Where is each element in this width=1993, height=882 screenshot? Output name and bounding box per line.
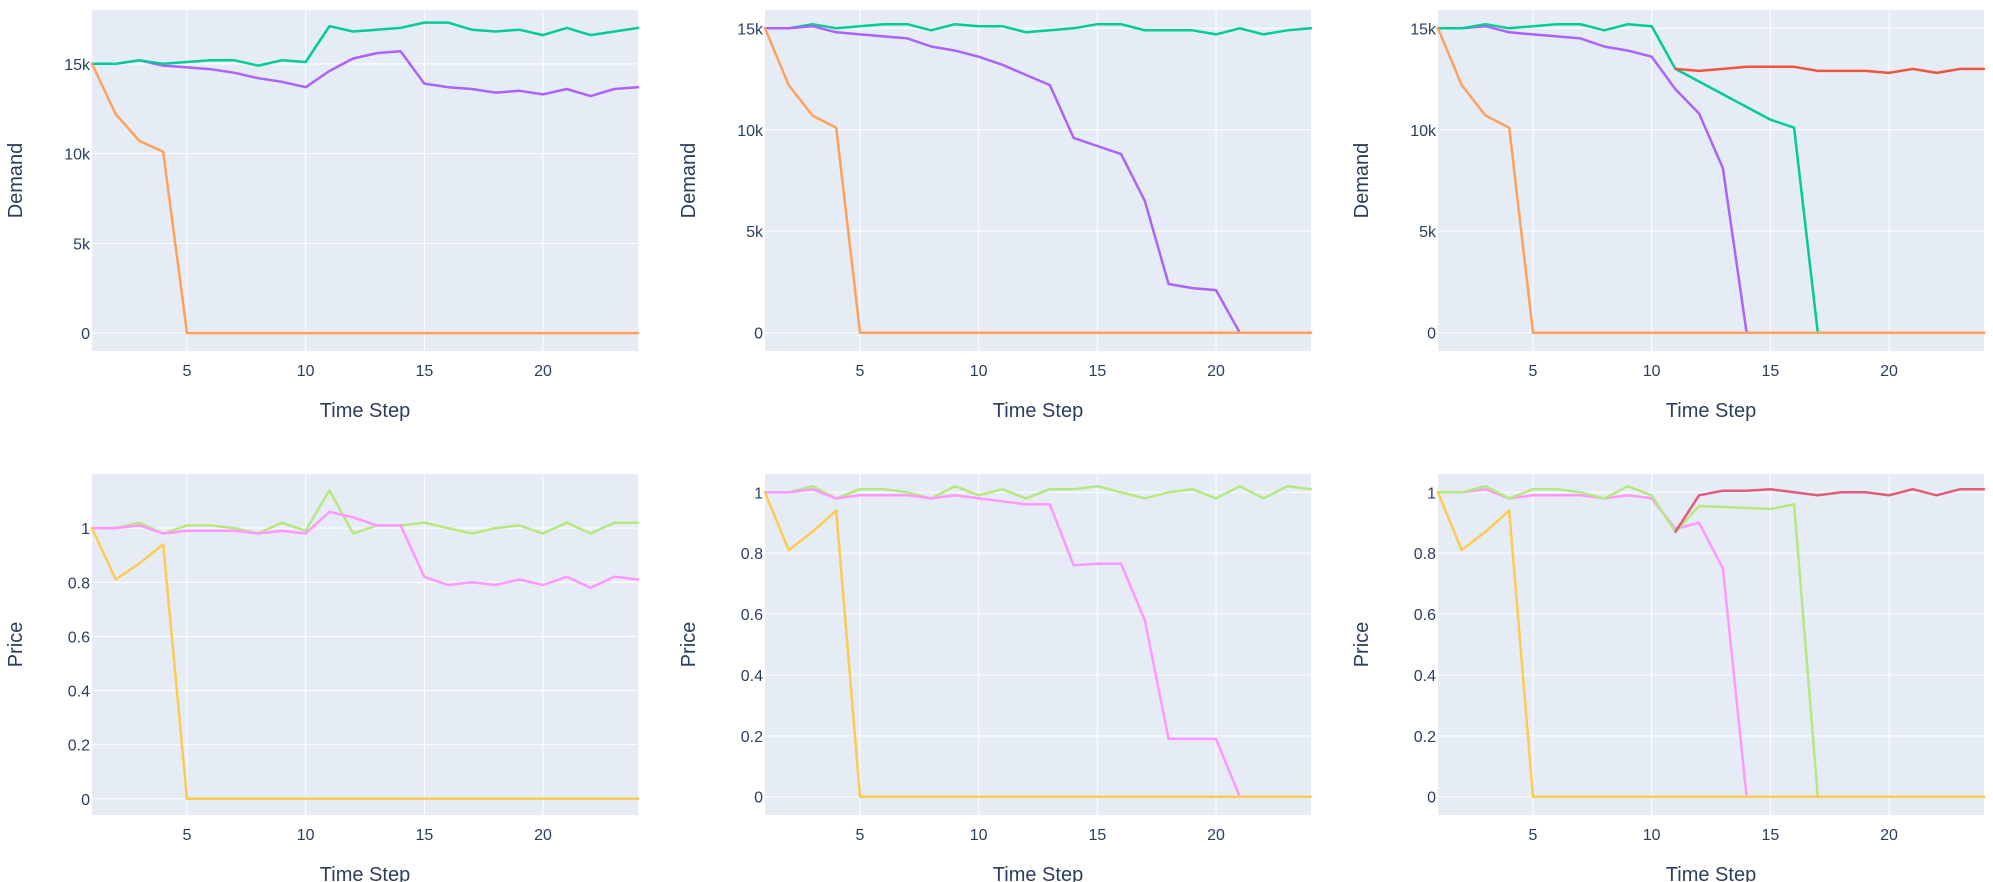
series-line-3 <box>1674 487 1986 534</box>
x-tick-label: 10 <box>1643 363 1661 380</box>
x-tick-label: 15 <box>415 363 433 380</box>
x-tick-label: 15 <box>1761 363 1779 380</box>
series-line-3 <box>763 491 1313 798</box>
y-tick-label: 5k <box>746 224 764 241</box>
x-tick-label: 20 <box>534 827 552 844</box>
x-tick-label: 5 <box>856 827 865 844</box>
y-axis-title: Demand <box>5 143 27 219</box>
subplot-5: 5 10 15 20 0 0.2 0.4 0.6 0.8 1 Time Step Price <box>678 474 1313 882</box>
x-tick-label: 15 <box>1761 827 1779 844</box>
y-tick-label: 10k <box>64 147 91 164</box>
y-tick-label: 10k <box>1410 123 1437 140</box>
x-axis-title: Time Step <box>1666 400 1756 422</box>
y-tick-label: 0.2 <box>741 729 763 746</box>
x-tick-label: 20 <box>1207 827 1225 844</box>
plot-background <box>92 10 638 351</box>
subplot-1: 5 10 15 20 0 5k 10k 15k Time Step Demand <box>5 10 640 422</box>
y-tick-label: 0.4 <box>1414 668 1436 685</box>
y-tick-label: 0.4 <box>68 684 90 701</box>
y-tick-label: 0.6 <box>1414 607 1436 624</box>
x-tick-label: 15 <box>1088 363 1106 380</box>
y-tick-label: 0 <box>1427 326 1436 343</box>
x-axis-title: Time Step <box>320 864 410 882</box>
x-axis-title: Time Step <box>993 400 1083 422</box>
y-tick-label: 1 <box>1427 485 1436 502</box>
series-line-2 <box>763 24 1313 334</box>
series-line-4 <box>1436 491 1986 798</box>
y-tick-label: 0.8 <box>68 575 90 592</box>
y-tick-label: 0 <box>81 326 90 343</box>
x-tick-label: 20 <box>1880 827 1898 844</box>
y-tick-label: 0 <box>754 326 763 343</box>
x-axis-title: Time Step <box>993 864 1083 882</box>
x-tick-label: 10 <box>970 363 988 380</box>
series-line-1 <box>763 22 1313 36</box>
y-tick-label: 0 <box>1427 790 1436 807</box>
x-tick-label: 15 <box>415 827 433 844</box>
y-tick-label: 0 <box>81 792 90 809</box>
x-tick-label: 5 <box>1529 827 1538 844</box>
series-line-2 <box>90 21 640 67</box>
plot-background <box>92 474 638 815</box>
y-tick-label: 5k <box>1419 224 1437 241</box>
y-tick-label: 0.8 <box>741 546 763 563</box>
plot-background <box>765 10 1311 351</box>
x-tick-label: 5 <box>183 827 192 844</box>
subplot-3: 5 10 15 20 0 5k 10k 15k Time Step Demand <box>1351 10 1986 422</box>
series-line-1 <box>90 488 640 535</box>
y-tick-label: 5k <box>73 236 91 253</box>
x-tick-label: 5 <box>856 363 865 380</box>
x-tick-label: 5 <box>1529 363 1538 380</box>
series-line-1 <box>763 484 1313 500</box>
y-tick-label: 15k <box>737 21 764 38</box>
y-axis-title: Demand <box>678 143 700 219</box>
x-tick-label: 10 <box>970 827 988 844</box>
x-tick-label: 20 <box>1207 363 1225 380</box>
x-tick-label: 10 <box>297 827 315 844</box>
series-line-1 <box>90 50 640 98</box>
x-tick-label: 10 <box>1643 827 1661 844</box>
subplot-6: 5 10 15 20 0 0.2 0.4 0.6 0.8 1 Time Step Price <box>1351 474 1986 882</box>
y-tick-label: 15k <box>1410 21 1437 38</box>
subplot-4: 5 10 15 20 0 0.2 0.4 0.6 0.8 1 Time Step Price <box>5 474 640 882</box>
y-tick-label: 0.6 <box>68 629 90 646</box>
x-tick-label: 10 <box>297 363 315 380</box>
y-axis-title: Price <box>1351 622 1373 668</box>
series-line-3 <box>90 62 640 335</box>
y-tick-label: 0.8 <box>1414 546 1436 563</box>
y-tick-label: 0 <box>754 790 763 807</box>
y-tick-label: 0.6 <box>741 607 763 624</box>
y-tick-label: 0.2 <box>68 738 90 755</box>
y-tick-label: 0.4 <box>741 668 763 685</box>
series-line-3 <box>1674 65 1986 75</box>
series-line-3 <box>763 27 1313 334</box>
y-axis-title: Demand <box>1351 143 1373 219</box>
series-line-2 <box>763 487 1313 798</box>
y-axis-title: Price <box>678 622 700 668</box>
y-tick-label: 1 <box>81 521 90 538</box>
x-tick-label: 5 <box>183 363 192 380</box>
y-tick-label: 1 <box>754 485 763 502</box>
x-tick-label: 20 <box>534 363 552 380</box>
y-axis-title: Price <box>5 622 27 668</box>
subplot-2: 5 10 15 20 0 5k 10k 15k Time Step Demand <box>678 10 1313 422</box>
y-tick-label: 15k <box>64 57 91 74</box>
x-axis-title: Time Step <box>1666 864 1756 882</box>
x-axis-title: Time Step <box>320 400 410 422</box>
series-line-4 <box>1436 27 1986 334</box>
series-line-2 <box>90 510 640 589</box>
plot-background <box>1438 10 1984 351</box>
series-line-3 <box>90 526 640 801</box>
x-tick-label: 15 <box>1088 827 1106 844</box>
x-tick-label: 20 <box>1880 363 1898 380</box>
y-tick-label: 10k <box>737 123 764 140</box>
y-tick-label: 0.2 <box>1414 729 1436 746</box>
